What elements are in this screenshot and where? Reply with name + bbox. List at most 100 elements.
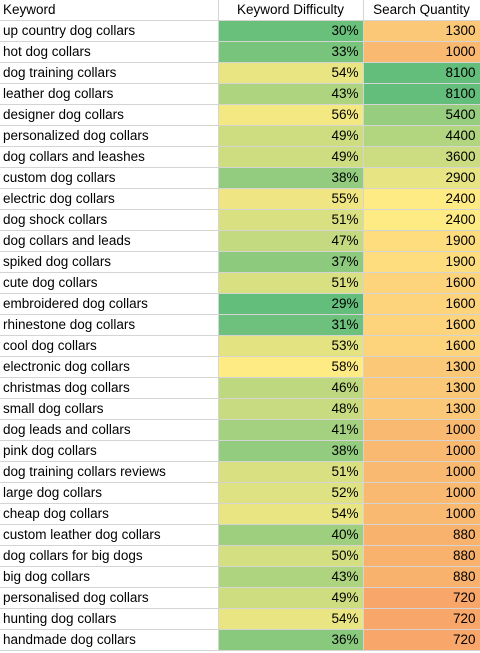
difficulty-cell[interactable]: 51% — [218, 209, 364, 231]
header-search-quantity[interactable]: Search Quantity — [363, 0, 480, 21]
quantity-cell[interactable]: 1000 — [363, 461, 480, 483]
keyword-cell[interactable]: hunting dog collars — [0, 608, 219, 630]
quantity-cell[interactable]: 1000 — [363, 440, 480, 462]
difficulty-cell[interactable]: 41% — [218, 419, 364, 441]
quantity-cell[interactable]: 1000 — [363, 41, 480, 63]
difficulty-cell[interactable]: 51% — [218, 461, 364, 483]
quantity-cell[interactable]: 720 — [363, 629, 480, 651]
keyword-cell[interactable]: hot dog collars — [0, 41, 219, 63]
difficulty-cell[interactable]: 49% — [218, 125, 364, 147]
quantity-cell[interactable]: 1300 — [363, 377, 480, 399]
difficulty-cell[interactable]: 50% — [218, 545, 364, 567]
header-keyword-difficulty[interactable]: Keyword Difficulty — [218, 0, 364, 21]
difficulty-cell[interactable]: 43% — [218, 83, 364, 105]
quantity-cell[interactable]: 1000 — [363, 503, 480, 525]
keyword-cell[interactable]: big dog collars — [0, 566, 219, 588]
quantity-cell[interactable]: 880 — [363, 545, 480, 567]
quantity-cell[interactable]: 5400 — [363, 104, 480, 126]
keyword-cell[interactable]: small dog collars — [0, 398, 219, 420]
quantity-cell[interactable]: 1600 — [363, 314, 480, 336]
table-row: electronic dog collars 58% 1300 — [0, 356, 480, 378]
difficulty-cell[interactable]: 58% — [218, 356, 364, 378]
table-row: handmade dog collars 36% 720 — [0, 629, 480, 651]
difficulty-cell[interactable]: 37% — [218, 251, 364, 273]
difficulty-cell[interactable]: 47% — [218, 230, 364, 252]
quantity-cell[interactable]: 720 — [363, 587, 480, 609]
difficulty-cell[interactable]: 52% — [218, 482, 364, 504]
keyword-cell[interactable]: personalized dog collars — [0, 125, 219, 147]
keyword-cell[interactable]: electronic dog collars — [0, 356, 219, 378]
quantity-cell[interactable]: 1300 — [363, 20, 480, 42]
difficulty-cell[interactable]: 49% — [218, 587, 364, 609]
keyword-cell[interactable]: electric dog collars — [0, 188, 219, 210]
table-row: cute dog collars 51% 1600 — [0, 272, 480, 294]
keyword-cell[interactable]: cool dog collars — [0, 335, 219, 357]
quantity-cell[interactable]: 4400 — [363, 125, 480, 147]
keyword-cell[interactable]: dog collars for big dogs — [0, 545, 219, 567]
difficulty-cell[interactable]: 53% — [218, 335, 364, 357]
keyword-cell[interactable]: rhinestone dog collars — [0, 314, 219, 336]
keyword-cell[interactable]: pink dog collars — [0, 440, 219, 462]
keyword-cell[interactable]: dog training collars reviews — [0, 461, 219, 483]
difficulty-cell[interactable]: 31% — [218, 314, 364, 336]
quantity-cell[interactable]: 1600 — [363, 293, 480, 315]
quantity-cell[interactable]: 880 — [363, 524, 480, 546]
keyword-cell[interactable]: dog collars and leads — [0, 230, 219, 252]
quantity-cell[interactable]: 2400 — [363, 188, 480, 210]
difficulty-cell[interactable]: 36% — [218, 629, 364, 651]
difficulty-cell[interactable]: 48% — [218, 398, 364, 420]
quantity-cell[interactable]: 1000 — [363, 482, 480, 504]
quantity-cell[interactable]: 3600 — [363, 146, 480, 168]
table-row: dog collars and leads 47% 1900 — [0, 230, 480, 252]
keyword-cell[interactable]: spiked dog collars — [0, 251, 219, 273]
table-row: spiked dog collars 37% 1900 — [0, 251, 480, 273]
keyword-cell[interactable]: designer dog collars — [0, 104, 219, 126]
difficulty-cell[interactable]: 33% — [218, 41, 364, 63]
keyword-cell[interactable]: embroidered dog collars — [0, 293, 219, 315]
keyword-cell[interactable]: personalised dog collars — [0, 587, 219, 609]
keyword-cell[interactable]: custom dog collars — [0, 167, 219, 189]
difficulty-cell[interactable]: 56% — [218, 104, 364, 126]
quantity-cell[interactable]: 1600 — [363, 335, 480, 357]
keyword-cell[interactable]: up country dog collars — [0, 20, 219, 42]
difficulty-cell[interactable]: 49% — [218, 146, 364, 168]
quantity-cell[interactable]: 880 — [363, 566, 480, 588]
difficulty-cell[interactable]: 29% — [218, 293, 364, 315]
keyword-cell[interactable]: dog shock collars — [0, 209, 219, 231]
keyword-cell[interactable]: christmas dog collars — [0, 377, 219, 399]
keyword-cell[interactable]: leather dog collars — [0, 83, 219, 105]
quantity-cell[interactable]: 1900 — [363, 251, 480, 273]
keyword-cell[interactable]: handmade dog collars — [0, 629, 219, 651]
keyword-cell[interactable]: large dog collars — [0, 482, 219, 504]
quantity-cell[interactable]: 8100 — [363, 83, 480, 105]
difficulty-cell[interactable]: 55% — [218, 188, 364, 210]
quantity-cell[interactable]: 2900 — [363, 167, 480, 189]
header-keyword[interactable]: Keyword — [0, 0, 219, 21]
quantity-cell[interactable]: 1900 — [363, 230, 480, 252]
difficulty-cell[interactable]: 40% — [218, 524, 364, 546]
keyword-cell[interactable]: cute dog collars — [0, 272, 219, 294]
table-row: up country dog collars 30% 1300 — [0, 20, 480, 42]
difficulty-cell[interactable]: 46% — [218, 377, 364, 399]
quantity-cell[interactable]: 1000 — [363, 419, 480, 441]
difficulty-cell[interactable]: 51% — [218, 272, 364, 294]
quantity-cell[interactable]: 8100 — [363, 62, 480, 84]
keyword-cell[interactable]: dog leads and collars — [0, 419, 219, 441]
difficulty-cell[interactable]: 38% — [218, 440, 364, 462]
difficulty-cell[interactable]: 54% — [218, 503, 364, 525]
quantity-cell[interactable]: 1300 — [363, 356, 480, 378]
quantity-cell[interactable]: 1600 — [363, 272, 480, 294]
difficulty-cell[interactable]: 43% — [218, 566, 364, 588]
quantity-cell[interactable]: 720 — [363, 608, 480, 630]
difficulty-cell[interactable]: 54% — [218, 62, 364, 84]
keyword-cell[interactable]: dog training collars — [0, 62, 219, 84]
keyword-cell[interactable]: custom leather dog collars — [0, 524, 219, 546]
keyword-cell[interactable]: cheap dog collars — [0, 503, 219, 525]
difficulty-cell[interactable]: 54% — [218, 608, 364, 630]
difficulty-cell[interactable]: 38% — [218, 167, 364, 189]
keyword-cell[interactable]: dog collars and leashes — [0, 146, 219, 168]
quantity-cell[interactable]: 2400 — [363, 209, 480, 231]
difficulty-cell[interactable]: 30% — [218, 20, 364, 42]
quantity-cell[interactable]: 1300 — [363, 398, 480, 420]
